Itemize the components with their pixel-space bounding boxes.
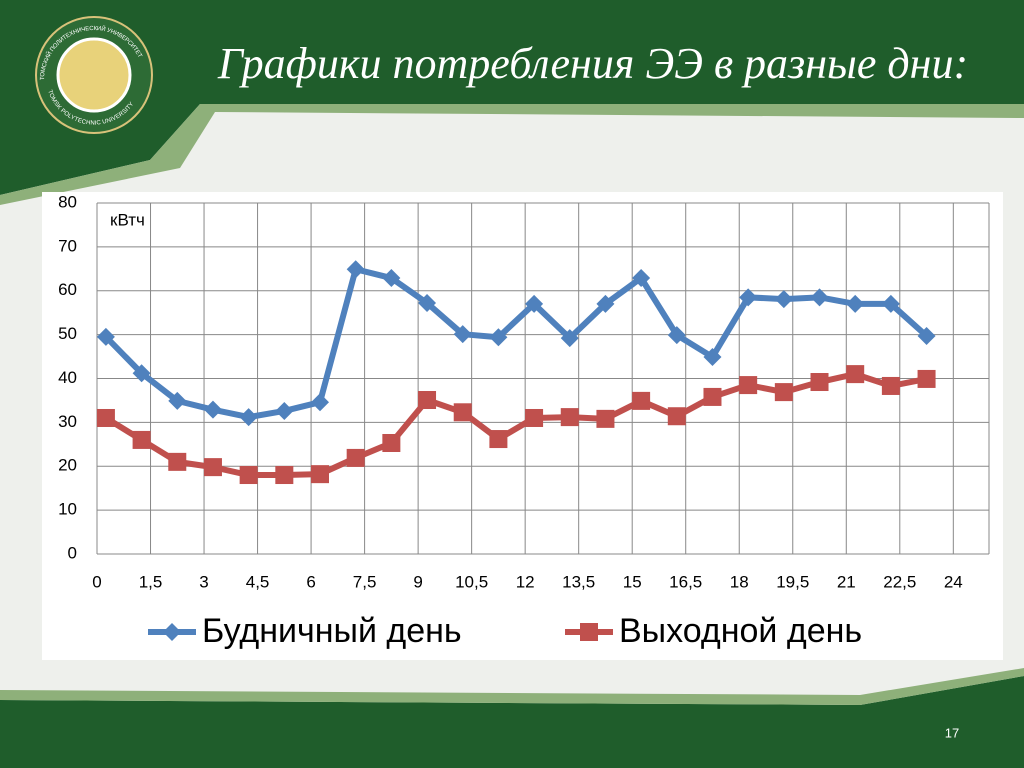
logo: ТОМСКИЙ ПОЛИТЕХНИЧЕСКИЙ УНИВЕРСИТЕТ TOMS… [35, 16, 153, 134]
x-tick-label: 0 [92, 572, 101, 591]
x-tick-label: 16,5 [669, 572, 702, 591]
marker [418, 390, 437, 409]
y-tick-label: 60 [58, 280, 77, 299]
chart: 0 10 20 30 40 50 60 70 80 0 1,5 3 4,5 6 7,5 9 10,5 12 13,5… [58, 192, 990, 650]
marker [418, 294, 437, 313]
header-stripe [0, 104, 1024, 205]
marker [311, 393, 329, 412]
y-tick-label: 40 [58, 368, 77, 387]
marker [132, 430, 151, 449]
y-tick-label: 10 [58, 500, 77, 519]
marker [489, 328, 508, 347]
marker [168, 452, 187, 471]
x-tick-label: 24 [944, 572, 963, 591]
x-tick-label: 13,5 [562, 572, 595, 591]
marker [667, 407, 686, 426]
footer-stripe [0, 668, 1024, 705]
slide-number: 17 [945, 725, 959, 740]
y-tick-label: 30 [58, 412, 77, 431]
x-tick-label: 7,5 [353, 572, 377, 591]
x-tick-label: 12 [516, 572, 535, 591]
y-tick-label: 20 [58, 456, 77, 475]
marker [560, 408, 579, 427]
legend-label: Будничный день [202, 612, 462, 650]
marker [810, 288, 829, 307]
marker [632, 391, 651, 410]
marker [525, 294, 544, 313]
marker [881, 294, 900, 313]
marker [275, 401, 294, 420]
marker [667, 326, 686, 345]
marker [739, 376, 758, 395]
x-tick-label: 22,5 [883, 572, 916, 591]
marker [346, 448, 365, 467]
x-tick-label: 19,5 [776, 572, 809, 591]
marker [774, 290, 793, 309]
marker [275, 466, 294, 485]
marker [632, 269, 651, 288]
marker [203, 400, 222, 419]
x-tick-label: 1,5 [139, 572, 163, 591]
header-band [0, 0, 1024, 195]
marker [489, 430, 508, 449]
marker [132, 364, 151, 383]
y-tick-label: 70 [58, 236, 77, 255]
logo-emblem [56, 37, 132, 113]
marker [917, 369, 936, 388]
x-tick-label: 10,5 [455, 572, 488, 591]
legend-label: Выходной день [619, 612, 862, 650]
marker [810, 373, 829, 392]
marker [917, 326, 936, 345]
x-tick-label: 9 [413, 572, 422, 591]
marker [596, 294, 615, 313]
marker [846, 294, 865, 313]
marker [382, 433, 401, 452]
marker [703, 387, 722, 406]
marker [382, 269, 401, 288]
x-tick-label: 4,5 [246, 572, 270, 591]
marker [453, 325, 472, 344]
marker [311, 465, 329, 484]
marker [703, 348, 722, 367]
y-tick-label: 50 [58, 324, 77, 343]
marker [580, 623, 598, 641]
footer-band [0, 676, 1024, 768]
x-tick-label: 21 [837, 572, 856, 591]
x-tick-label: 15 [623, 572, 642, 591]
marker [239, 466, 258, 485]
slide-title: Графики потребления ЭЭ в разные дни: [217, 39, 968, 88]
marker [203, 458, 222, 477]
marker [846, 365, 865, 384]
x-tick-label: 6 [306, 572, 315, 591]
marker [881, 376, 900, 395]
marker [168, 391, 187, 410]
x-tick-label: 18 [730, 572, 749, 591]
marker [525, 408, 544, 427]
marker [560, 329, 579, 348]
y-tick-label: 0 [68, 543, 77, 562]
marker [774, 383, 793, 402]
marker [596, 409, 615, 428]
marker [239, 408, 258, 427]
x-tick-label: 3 [199, 572, 208, 591]
unit-label: кВтч [110, 210, 145, 229]
marker [163, 623, 181, 641]
marker [346, 260, 365, 279]
marker [453, 403, 472, 422]
y-tick-label: 80 [58, 192, 77, 211]
marker [96, 327, 115, 346]
marker [739, 288, 758, 307]
marker [96, 408, 115, 427]
